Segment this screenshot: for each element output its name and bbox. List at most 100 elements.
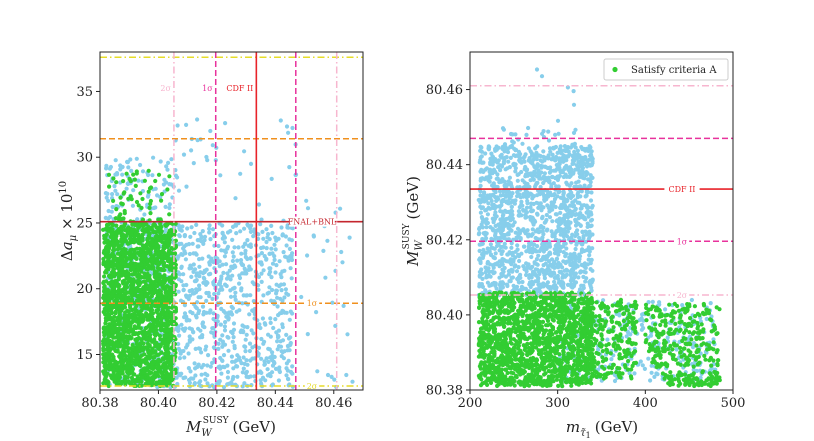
left-point-s0-r0	[181, 246, 186, 251]
left-point-s0-r0	[237, 281, 242, 286]
left-point-s1-r0	[117, 283, 122, 289]
right-point-s0-r0	[562, 232, 567, 237]
left-point-s0-r0	[274, 263, 279, 268]
left-point-s1-r0	[148, 377, 153, 382]
left-point-s0-r0	[272, 257, 277, 262]
left-point-s0-r0	[202, 325, 207, 330]
left-point-s1-r0	[116, 307, 122, 312]
left-point-s0-r2	[195, 244, 200, 249]
left-point-s0-r0	[185, 342, 190, 347]
left-xtick-label: 80.46	[315, 396, 352, 411]
left-point-s0-r0	[283, 287, 288, 292]
left-point-s1-r0	[150, 280, 155, 285]
left-point-s0-r0	[204, 298, 209, 303]
right-point-s0-r0	[491, 181, 496, 186]
left-point-s0-r0	[289, 238, 294, 243]
right-point-s0-r0	[515, 243, 520, 248]
left-point-s1-r0	[169, 296, 174, 301]
left-point-s0-r0	[241, 329, 246, 334]
left-point-s1-r0	[150, 258, 155, 263]
left-point-s0-r0	[198, 295, 203, 300]
left-point-s1-r0	[108, 353, 113, 358]
right-point-s0-r0	[516, 149, 522, 154]
left-point-s0-r0	[194, 278, 199, 283]
left-point-s1-r0	[137, 279, 142, 284]
left-point-s1-r0	[120, 249, 126, 254]
left-point-s0-r0	[275, 295, 280, 300]
left-point-s1-r0	[114, 234, 119, 239]
left-point-s1-r0	[149, 302, 155, 308]
left-hline-label-3: 1σ	[307, 299, 318, 308]
right-point-s0-r0	[483, 167, 488, 172]
left-point-s0-r0	[259, 381, 264, 386]
left-point-s1-r0	[110, 329, 115, 334]
right-point-s0-r0	[500, 262, 505, 267]
left-point-s1-r1	[114, 207, 119, 212]
left-point-s0-r2	[259, 217, 264, 222]
left-point-s1-r0	[160, 307, 165, 312]
left-point-s0-r1	[131, 188, 136, 193]
left-point-s0-r0	[273, 317, 278, 322]
left-point-s1-r0	[164, 333, 169, 338]
left-point-s1-r0	[111, 321, 116, 326]
left-point-s0-r0	[181, 283, 186, 288]
left-point-s0-r0	[264, 227, 269, 232]
right-point-s0-r0	[488, 274, 493, 279]
right-point-s0-r0	[572, 149, 577, 154]
left-point-s1-r0	[102, 371, 107, 376]
left-point-s0-r0	[284, 310, 289, 315]
right-point-s0-r0	[485, 220, 490, 226]
right-point-s0-r0	[556, 276, 561, 281]
left-point-s1-r0	[159, 235, 164, 240]
left-point-s0-r3	[305, 206, 311, 211]
left-point-s0-r1	[167, 205, 172, 211]
left-point-s1-r0	[160, 375, 165, 380]
left-point-s0-r0	[175, 381, 180, 387]
left-point-s0-r0	[239, 251, 244, 256]
left-point-s1-r0	[106, 296, 112, 301]
left-point-s0-r0	[245, 325, 250, 330]
right-point-s0-r0	[492, 206, 497, 211]
left-point-s1-r0	[141, 318, 146, 323]
left-point-s0-r3	[350, 379, 355, 384]
left-point-s1-r0	[143, 279, 148, 284]
right-point-s0-r0	[564, 267, 569, 272]
left-point-s1-r0	[156, 323, 161, 328]
left-point-s0-r2	[229, 264, 234, 269]
left-point-s0-r3	[289, 257, 295, 263]
left-point-s1-r0	[101, 326, 106, 331]
left-point-s0-r0	[224, 276, 230, 281]
left-point-s1-r0	[133, 352, 138, 357]
left-point-s1-r0	[152, 229, 157, 234]
left-point-s1-r0	[128, 277, 133, 282]
left-point-s1-r0	[143, 361, 149, 366]
left-point-s0-r0	[225, 369, 231, 375]
left-point-s1-r0	[104, 337, 109, 342]
left-point-s1-r0	[115, 247, 120, 252]
right-point-s0-r0	[488, 206, 493, 211]
right-point-s0-r0	[479, 145, 484, 150]
left-point-s0-r0	[252, 374, 257, 379]
left-point-s0-r1	[110, 192, 115, 197]
left-point-s0-r1	[113, 172, 118, 177]
right-point-s0-r0	[575, 264, 580, 269]
right-point-s0-r0	[478, 148, 483, 153]
left-point-s1-r0	[101, 360, 106, 365]
left-point-s0-r0	[256, 370, 261, 375]
left-point-s0-r3	[330, 300, 335, 305]
left-ytick-label: 30	[76, 151, 93, 166]
left-point-s0-r0	[241, 355, 246, 360]
left-point-s0-r2	[194, 252, 199, 257]
left-point-s0-r0	[191, 329, 196, 334]
right-point-s0-r0	[576, 275, 581, 280]
left-point-s0-r0	[273, 247, 278, 252]
left-point-s0-r0	[287, 246, 292, 251]
right-point-s0-r0	[524, 210, 529, 215]
left-point-s0-r0	[225, 363, 230, 368]
right-point-s0-r0	[484, 217, 489, 222]
left-point-s1-r0	[118, 355, 123, 361]
left-point-s0-r0	[256, 353, 261, 358]
left-point-s1-r0	[131, 288, 136, 293]
right-point-s0-r0	[564, 246, 569, 251]
left-point-s0-r0	[187, 380, 192, 385]
